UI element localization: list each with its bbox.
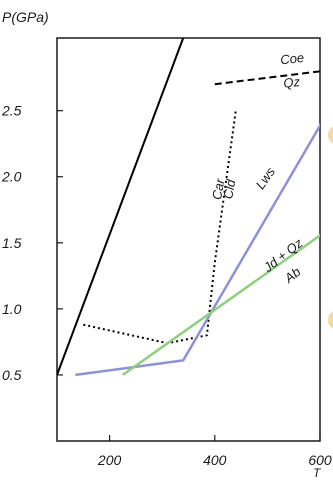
annotation-label: Lws — [253, 164, 279, 192]
series-line — [57, 38, 185, 376]
x-tick-label: 200 — [97, 452, 122, 468]
y-tick-label: 1.5 — [2, 235, 22, 251]
y-tick-label: 0.5 — [2, 367, 22, 383]
x-axis-ticks: 200 400 600 — [97, 435, 332, 468]
y-tick-label: 2.5 — [1, 103, 22, 119]
series-line — [83, 110, 237, 345]
edge-marker-upper — [328, 126, 333, 144]
x-axis-label: T — [313, 466, 322, 480]
x-tick-label: 600 — [308, 452, 332, 468]
annotation-label: Ab — [281, 264, 304, 286]
annotation-label: Cld — [220, 178, 238, 201]
y-tick-label: 1.0 — [2, 301, 22, 317]
annotation-label: Car — [209, 177, 228, 201]
series-line — [75, 123, 320, 377]
edge-marker-lower — [328, 311, 333, 329]
annotation-label: Coe — [280, 50, 305, 67]
y-tick-label: 2.0 — [1, 169, 22, 185]
annotation-label: Qz — [283, 74, 302, 91]
plot-frame — [56, 37, 321, 442]
series-layer — [57, 38, 320, 377]
y-axis-ticks: 0.5 1.0 1.5 2.0 2.5 — [1, 103, 63, 383]
annotation-label: Jd + Qz — [260, 235, 306, 276]
series-line — [122, 233, 320, 376]
series-line — [214, 70, 320, 86]
x-tick-label: 400 — [203, 452, 227, 468]
y-axis-label: P(GPa) — [2, 9, 49, 25]
